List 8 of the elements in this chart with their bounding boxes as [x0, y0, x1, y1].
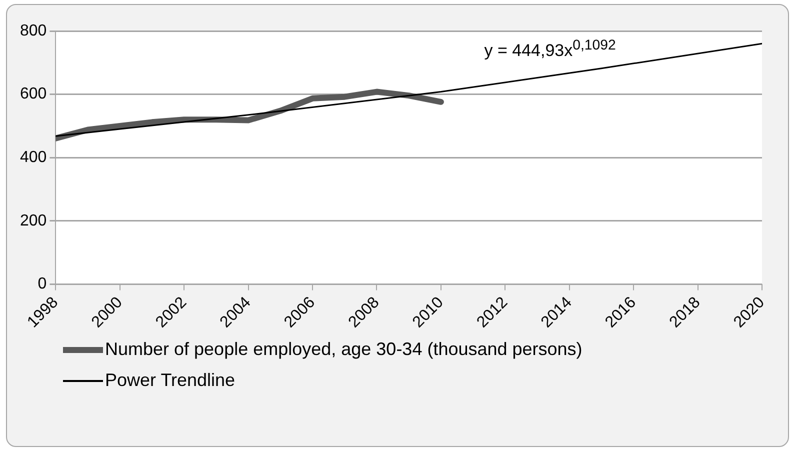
y-tick-label: 200 [20, 212, 47, 230]
y-tick-label: 800 [20, 22, 47, 40]
y-tick-label: 600 [20, 86, 47, 103]
annotation: y = 444,93x$^{0,1092}$ [484, 37, 616, 61]
y-tick-label: 400 [20, 149, 47, 166]
legend-label: Power Trendline [105, 370, 236, 391]
legend-label: Number of people employed, age 30-34 (thousand persons) [105, 339, 582, 360]
y-tick-label: 0 [38, 276, 47, 293]
